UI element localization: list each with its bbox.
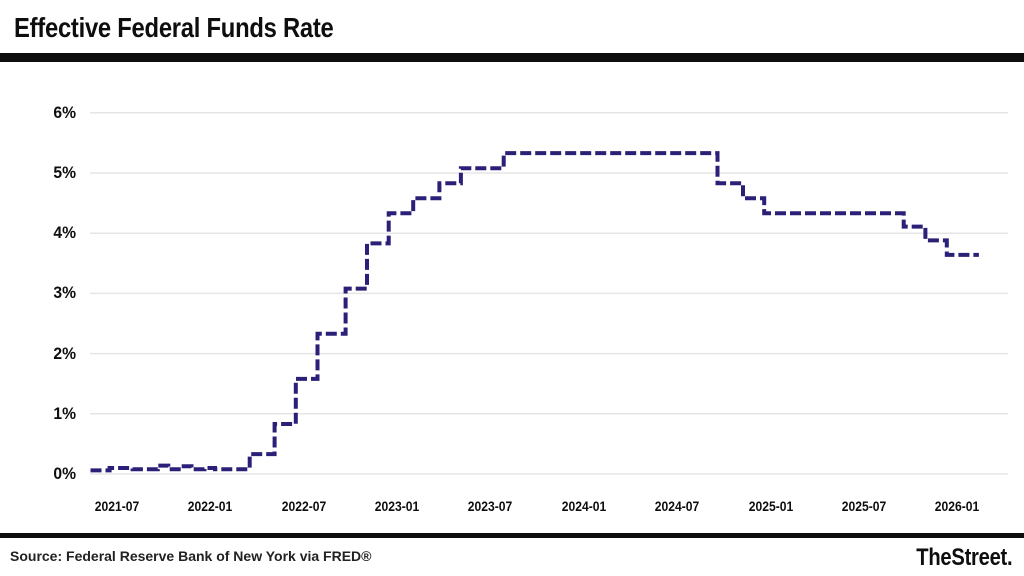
y-tick-label: 6%	[53, 102, 76, 122]
y-tick-label: 2%	[53, 343, 76, 363]
title-divider-bar	[0, 53, 1024, 62]
x-tick-label: 2026-01	[934, 499, 980, 514]
y-tick-label: 0%	[53, 464, 76, 483]
effr-series-line	[90, 151, 979, 473]
source-text: Source: Federal Reserve Bank of New York…	[10, 548, 372, 564]
x-tick-label: 2023-07	[468, 499, 513, 514]
x-tick-label: 2022-07	[281, 499, 327, 514]
y-tick-label: 5%	[53, 163, 76, 182]
x-tick-label: 2023-01	[374, 499, 420, 514]
x-tick-label: 2021-07	[94, 499, 140, 514]
y-tick-label: 1%	[53, 403, 76, 423]
x-tick-label: 2024-07	[654, 499, 700, 514]
x-tick-label: 2022-01	[188, 499, 233, 514]
x-tick-label: 2025-01	[748, 499, 793, 514]
thestreet-logo: TheStreet.	[915, 544, 1012, 571]
x-tick-label: 2024-01	[561, 499, 607, 514]
page-title: Effective Federal Funds Rate	[14, 12, 334, 43]
y-tick-label: 4%	[53, 223, 76, 243]
footer-divider-bar	[0, 533, 1024, 538]
y-tick-label: 3%	[53, 283, 76, 303]
x-tick-label: 2025-07	[841, 499, 887, 514]
